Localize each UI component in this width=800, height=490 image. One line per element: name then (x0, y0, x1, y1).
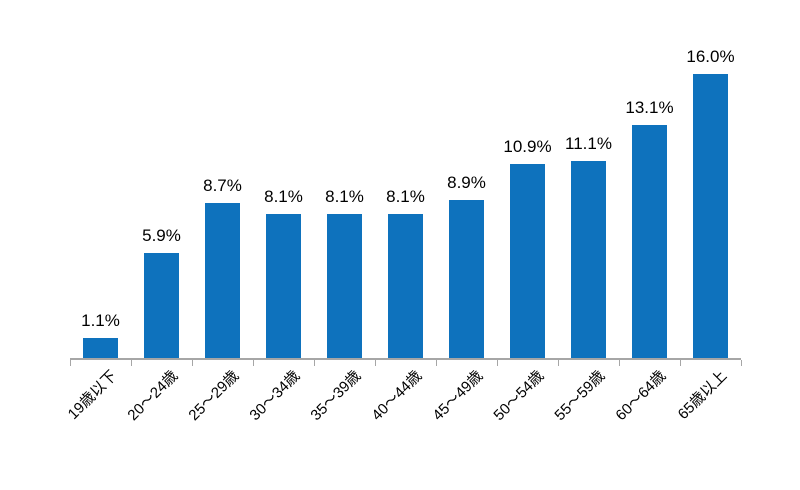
bar (205, 203, 240, 358)
bar-value-label: 5.9% (142, 226, 181, 245)
x-axis-tick (314, 360, 315, 366)
bar (510, 164, 545, 358)
bar (266, 214, 301, 358)
bar (388, 214, 423, 358)
bar (632, 125, 667, 358)
x-axis-tick (619, 360, 620, 366)
bar (693, 74, 728, 358)
bar-value-label: 8.1% (264, 187, 303, 206)
bar-value-label: 13.1% (625, 98, 674, 117)
x-axis-tick (741, 360, 742, 366)
x-axis-tick (497, 360, 498, 366)
bar (571, 161, 606, 358)
bar-value-label: 10.9% (503, 137, 552, 156)
x-axis-tick (70, 360, 71, 366)
bar (83, 338, 118, 358)
x-axis-tick (192, 360, 193, 366)
bar-value-label: 8.1% (325, 187, 364, 206)
bar (327, 214, 362, 358)
bar-value-label: 1.1% (81, 311, 120, 330)
x-axis-tick (436, 360, 437, 366)
bar-value-label: 8.7% (203, 176, 242, 195)
x-axis-tick (253, 360, 254, 366)
x-axis-tick (375, 360, 376, 366)
bar-value-label: 8.9% (447, 173, 486, 192)
bar-value-label: 11.1% (565, 134, 612, 153)
x-axis-tick (558, 360, 559, 366)
x-axis-line (70, 358, 741, 360)
bar-value-label: 16.0% (686, 47, 735, 66)
bar (144, 253, 179, 358)
x-axis-tick (680, 360, 681, 366)
x-axis-tick (131, 360, 132, 366)
bar (449, 200, 484, 358)
bar-value-label: 8.1% (386, 187, 425, 206)
